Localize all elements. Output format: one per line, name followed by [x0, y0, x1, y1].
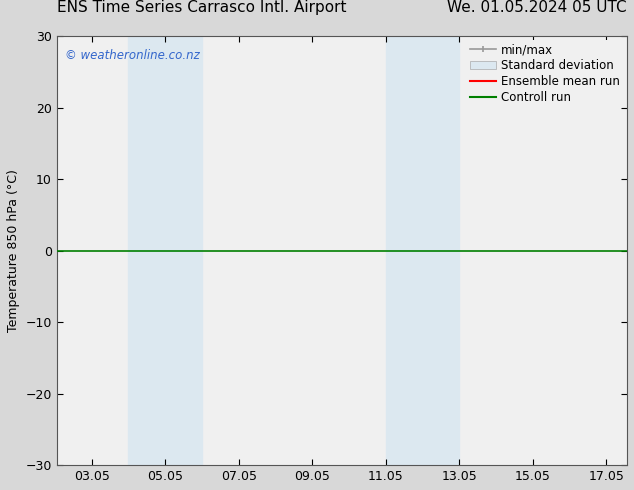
Bar [385, 36, 459, 465]
Text: © weatheronline.co.nz: © weatheronline.co.nz [65, 49, 200, 62]
Y-axis label: Temperature 850 hPa (°C): Temperature 850 hPa (°C) [7, 170, 20, 332]
Legend: min/max, Standard deviation, Ensemble mean run, Controll run: min/max, Standard deviation, Ensemble me… [467, 40, 623, 108]
Text: ENS Time Series Carrasco Intl. Airport: ENS Time Series Carrasco Intl. Airport [56, 0, 346, 15]
Bar [129, 36, 202, 465]
Text: We. 01.05.2024 05 UTC: We. 01.05.2024 05 UTC [447, 0, 626, 15]
